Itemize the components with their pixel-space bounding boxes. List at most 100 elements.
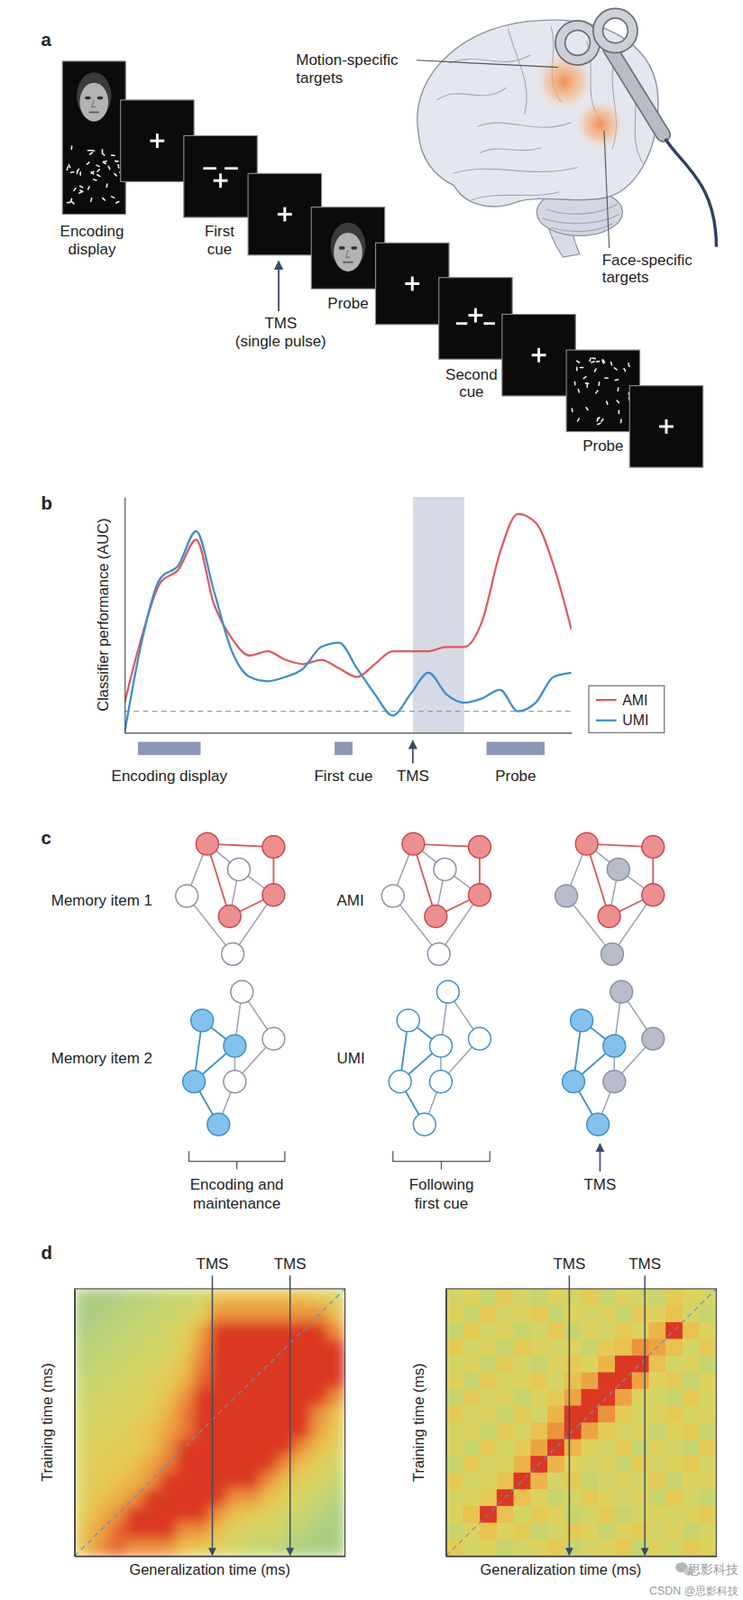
- heatmap-cell: [665, 1339, 683, 1357]
- heatmap-cell: [513, 1372, 532, 1390]
- heatmap-cell: [597, 1421, 615, 1440]
- motion-dot: [616, 400, 619, 404]
- heatmap-cell: [226, 1288, 244, 1306]
- heatmap-cell: [142, 1539, 160, 1557]
- motion-dot: [571, 408, 574, 412]
- heatmap-cell: [597, 1405, 615, 1423]
- legend-box: [588, 685, 665, 733]
- motion-dot: [79, 192, 83, 193]
- heatmap-cell: [192, 1339, 211, 1357]
- fixation: [537, 348, 541, 363]
- motion-dot: [90, 198, 93, 202]
- heatmap-cell: [665, 1405, 683, 1423]
- heatmap-cell: [547, 1339, 565, 1357]
- heatmap-cell: [446, 1321, 464, 1340]
- heatmap-cell: [293, 1405, 312, 1423]
- heatmap-cell: [175, 1522, 193, 1540]
- label: Face-specific: [602, 251, 693, 269]
- heatmap-cell: [91, 1539, 110, 1557]
- heatmap-cell: [125, 1321, 143, 1340]
- heatmap-cell: [699, 1405, 717, 1423]
- network-node: [223, 1034, 247, 1057]
- motion-dot: [614, 367, 617, 370]
- heatmap-cell: [226, 1421, 244, 1440]
- heatmap-cell: [699, 1304, 717, 1322]
- heatmap-cell: [648, 1405, 666, 1423]
- heatmap-cell: [175, 1339, 193, 1357]
- heatmap-cell: [311, 1405, 329, 1423]
- heatmap-cell: [311, 1539, 329, 1557]
- heatmap-cell: [564, 1339, 582, 1357]
- bracket: [393, 1150, 490, 1169]
- heatmap-cell: [328, 1388, 346, 1406]
- heatmap-cell: [682, 1321, 700, 1340]
- heatmap-cell: [564, 1372, 582, 1390]
- heatmap-cell: [108, 1539, 126, 1557]
- heatmap-cell: [311, 1439, 329, 1457]
- heatmap-cell: [682, 1505, 700, 1523]
- heatmap-cell: [260, 1472, 278, 1490]
- motion-dot: [592, 357, 596, 359]
- motion-dot: [72, 201, 74, 204]
- label: Second: [445, 366, 498, 384]
- network: [175, 832, 285, 965]
- heatmap-cell: [293, 1304, 312, 1322]
- motion-dot: [91, 149, 94, 152]
- bracket: [188, 1150, 285, 1169]
- heatmap-cell: [277, 1304, 295, 1322]
- heatmap-cell: [462, 1355, 480, 1373]
- network-node: [429, 1070, 452, 1093]
- stimulus-screen: [566, 349, 640, 432]
- heatmap-cell: [91, 1455, 110, 1473]
- heatmap-cell: [699, 1472, 717, 1490]
- heatmap-cell: [328, 1505, 346, 1523]
- axis-title: Generalization time (ms): [128, 1560, 291, 1578]
- heatmap-cell: [547, 1388, 565, 1406]
- heatmap-cell: [328, 1321, 346, 1340]
- heatmap-cell: [479, 1339, 497, 1357]
- heatmap-cell: [496, 1372, 514, 1390]
- heatmap-cell: [682, 1288, 700, 1306]
- label: Motion-specific: [295, 51, 399, 69]
- heatmap-cell: [243, 1505, 261, 1523]
- heatmap-cell: [547, 1455, 565, 1473]
- face-eye: [84, 96, 92, 101]
- motion-dot: [605, 376, 608, 379]
- heatmap-cell: [479, 1321, 497, 1340]
- heatmap-cell: [479, 1439, 497, 1457]
- heatmap-cell: [328, 1355, 346, 1373]
- heatmap-cell: [192, 1539, 211, 1557]
- heatmap-cell: [328, 1522, 346, 1540]
- heatmap-cell: [614, 1388, 633, 1406]
- heatmap-cell: [260, 1455, 278, 1473]
- heatmap-cell: [142, 1455, 160, 1473]
- row-label: Memory item 1: [51, 891, 153, 909]
- heatmap-cell: [513, 1339, 532, 1357]
- heatmap-cell: [91, 1405, 110, 1423]
- heatmap-cell: [175, 1472, 193, 1490]
- heatmap-cell: [597, 1522, 615, 1540]
- heatmap-cell: [682, 1339, 700, 1357]
- plot-area: [124, 496, 572, 733]
- heatmap-cell: [192, 1439, 211, 1457]
- row-label: Memory item 2: [51, 1049, 153, 1067]
- motion-dot: [614, 378, 618, 381]
- face-mouth: [342, 261, 353, 264]
- chance-line: [124, 710, 572, 712]
- heatmap-cells: [74, 1288, 346, 1556]
- heatmap-cell: [513, 1522, 532, 1540]
- axis-line: [124, 497, 126, 734]
- x-axis: [446, 1555, 717, 1557]
- heatmap-cell: [192, 1321, 211, 1340]
- heatmap-cell: [665, 1372, 683, 1390]
- heatmap-cell: [277, 1539, 295, 1557]
- network-node: [412, 1112, 436, 1136]
- heatmap-cell: [513, 1455, 532, 1473]
- heatmap-cell: [496, 1288, 514, 1306]
- heatmap-cell: [496, 1421, 514, 1440]
- heatmap-cell: [293, 1439, 312, 1457]
- heatmap-cell: [108, 1439, 126, 1457]
- y-axis: [446, 1288, 448, 1556]
- stimulus-frame: [120, 100, 194, 183]
- heatmap-cell: [462, 1472, 480, 1490]
